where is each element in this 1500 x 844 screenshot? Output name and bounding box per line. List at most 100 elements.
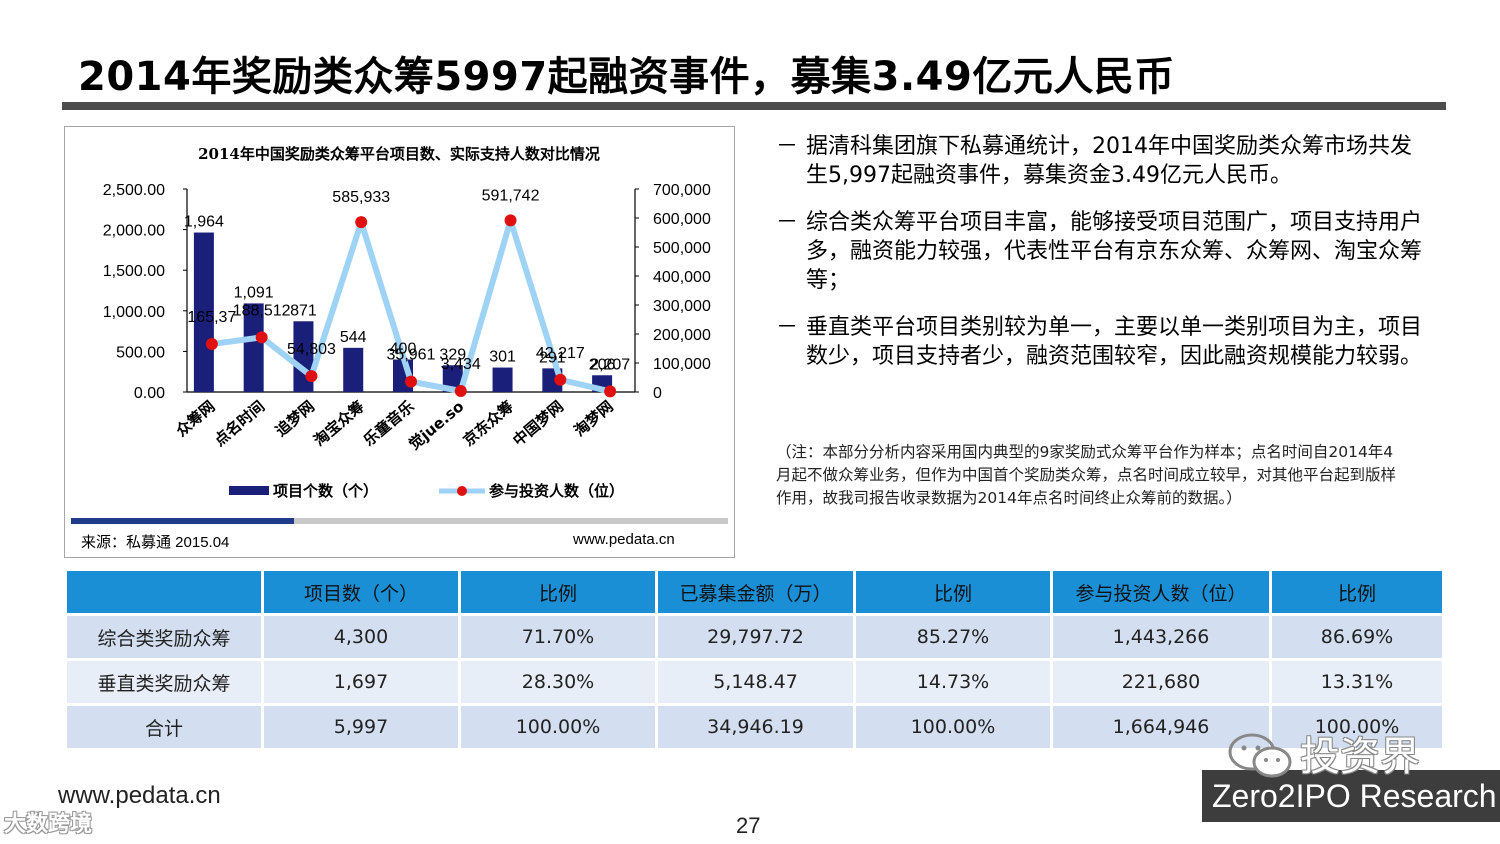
left-tick-label: 0.00	[134, 385, 165, 402]
line-point	[355, 216, 368, 229]
category-label: 众筹网	[172, 397, 218, 440]
site-url[interactable]: www.pedata.cn	[58, 782, 221, 809]
table-cell: 5,148.47	[658, 661, 853, 703]
table-header-cell: 已募集金额（万）	[658, 571, 853, 613]
bar-data-label: 329	[439, 346, 466, 363]
left-tick-label: 500.00	[116, 344, 165, 361]
bullet-item: － 综合类众筹平台项目丰富，能够接受项目范围广，项目支持用户多，融资能力较强，代…	[776, 208, 1426, 295]
line-data-label: 165,37	[187, 309, 236, 326]
bar-data-label: 291	[539, 349, 566, 366]
category-label: 淘梦网	[570, 397, 617, 440]
left-tick-label: 1,000.00	[103, 304, 165, 321]
table-cell: 29,797.72	[658, 616, 853, 658]
table-cell: 1,697	[264, 661, 458, 703]
line-point	[305, 370, 318, 383]
category-label: 中国梦网	[509, 397, 567, 449]
bullet-text: 垂直类平台项目类别较为单一，主要以单一类别项目为主，项目数少，项目支持者少，融资…	[806, 315, 1423, 369]
table-header-cell: 比例	[856, 571, 1050, 613]
bar-mark	[442, 365, 463, 392]
bullet-dash: －	[776, 210, 799, 235]
line-data-label: 585,933	[332, 189, 390, 206]
table-header-cell: 比例	[1272, 571, 1442, 613]
brand-name: Zero2IPO Research	[1212, 778, 1497, 814]
category-label: 追梦网	[272, 397, 318, 440]
table-row: 合计 5,997 100.00% 34,946.19 100.00% 1,664…	[67, 706, 1442, 748]
watermark-right: 投资界	[1300, 734, 1420, 780]
bar-data-label: 206	[589, 356, 616, 373]
table-cell: 86.69%	[1272, 616, 1442, 658]
chart-title: 2014年中国奖励类众筹平台项目数、实际支持人数对比情况	[198, 145, 600, 163]
table-cell: 100.00%	[1272, 706, 1442, 748]
summary-table: 项目数（个） 比例 已募集金额（万） 比例 参与投资人数（位） 比例 综合类奖励…	[64, 568, 1445, 751]
line-data-label: 42,217	[536, 345, 585, 362]
bullet-dash: －	[776, 315, 799, 340]
bar-data-label: 400	[390, 341, 417, 358]
legend-bar-label: 项目个数（个）	[273, 482, 378, 500]
table-cell: 28.30%	[461, 661, 655, 703]
line-data-label: 3,434	[441, 356, 481, 373]
table-cell: 221,680	[1053, 661, 1269, 703]
table-cell: 1,664,946	[1053, 706, 1269, 748]
table-cell: 100.00%	[461, 706, 655, 748]
table-cell: 4,300	[264, 616, 458, 658]
bullet-text: 据清科集团旗下私募通统计，2014年中国奖励类众筹市场共发生5,997起融资事件…	[806, 134, 1412, 188]
bar-data-label: 871	[290, 302, 317, 319]
bar-mark	[343, 347, 364, 392]
line-point	[504, 214, 517, 227]
legend-bar-swatch	[229, 486, 269, 495]
chart-source: 来源：私募通 2015.04	[81, 534, 230, 551]
table-cell: 13.31%	[1272, 661, 1442, 703]
line-data-label: 188,512	[233, 302, 291, 319]
table-header-cell	[67, 571, 261, 613]
line-point	[405, 375, 417, 388]
table-cell: 100.00%	[856, 706, 1050, 748]
bar-data-label: 1,964	[184, 214, 224, 231]
legend-line-label: 参与投资人数（位）	[489, 482, 624, 500]
line-data-label: 35,961	[387, 347, 436, 364]
table-cell: 合计	[67, 706, 261, 748]
right-tick-label: 400,000	[653, 269, 711, 286]
bullet-item: － 据清科集团旗下私募通统计，2014年中国奖励类众筹市场共发生5,997起融资…	[776, 132, 1426, 190]
right-tick-label: 700,000	[653, 182, 711, 199]
table-header-cell: 项目数（个）	[264, 571, 458, 613]
wechat-icon	[1228, 733, 1292, 778]
table-cell: 综合类奖励众筹	[67, 616, 261, 658]
table-header-cell: 比例	[461, 571, 655, 613]
bar-mark	[243, 303, 264, 392]
chart-panel: 2014年中国奖励类众筹平台项目数、实际支持人数对比情况 2,500.00 2,00…	[64, 126, 735, 558]
right-tick-label: 300,000	[653, 298, 711, 315]
table-cell: 5,997	[264, 706, 458, 748]
bullet-dash: －	[776, 134, 799, 159]
line-point	[454, 385, 467, 398]
chart-url: www.pedata.cn	[573, 531, 675, 548]
category-label: 淘宝众筹	[309, 397, 367, 450]
combo-chart: 2014年中国奖励类众筹平台项目数、实际支持人数对比情况 2,500.00 2,00…	[103, 145, 711, 500]
line-point	[604, 385, 617, 398]
category-label: 觉jue.so	[405, 397, 467, 453]
page-number: 27	[736, 813, 761, 838]
right-tick-label: 0	[653, 385, 662, 402]
chart-scroll-thumb	[71, 518, 295, 524]
watermark-left: 大数跨境	[4, 812, 93, 837]
bar-data-label: 544	[340, 329, 367, 346]
category-label: 点名时间	[211, 397, 269, 449]
line-point	[205, 338, 218, 351]
line-data-label: 591,742	[482, 187, 540, 204]
line-point	[255, 331, 268, 344]
right-tick-label: 200,000	[653, 327, 711, 344]
title-divider	[62, 102, 1446, 110]
table-cell: 14.73%	[856, 661, 1050, 703]
table-cell: 垂直类奖励众筹	[67, 661, 261, 703]
left-tick-label: 2,500.00	[103, 182, 165, 199]
table-cell: 34,946.19	[658, 706, 853, 748]
bullet-text: 综合类众筹平台项目丰富，能够接受项目范围广，项目支持用户多，融资能力较强，代表性…	[806, 210, 1423, 293]
table-cell: 71.70%	[461, 616, 655, 658]
table-row: 综合类奖励众筹 4,300 71.70% 29,797.72 85.27% 1,…	[67, 616, 1442, 658]
footnote: （注：本部分分析内容采用国内典型的9家奖励式众筹平台作为样本；点名时间自2014…	[776, 443, 1397, 507]
bullet-item: － 垂直类平台项目类别较为单一，主要以单一类别项目为主，项目数少，项目支持者少，…	[776, 313, 1426, 371]
right-tick-label: 100,000	[653, 356, 711, 373]
table-cell: 1,443,266	[1053, 616, 1269, 658]
left-tick-label: 2,000.00	[103, 223, 165, 240]
line-point	[554, 373, 567, 386]
table-header-row: 项目数（个） 比例 已募集金额（万） 比例 参与投资人数（位） 比例	[67, 571, 1442, 613]
